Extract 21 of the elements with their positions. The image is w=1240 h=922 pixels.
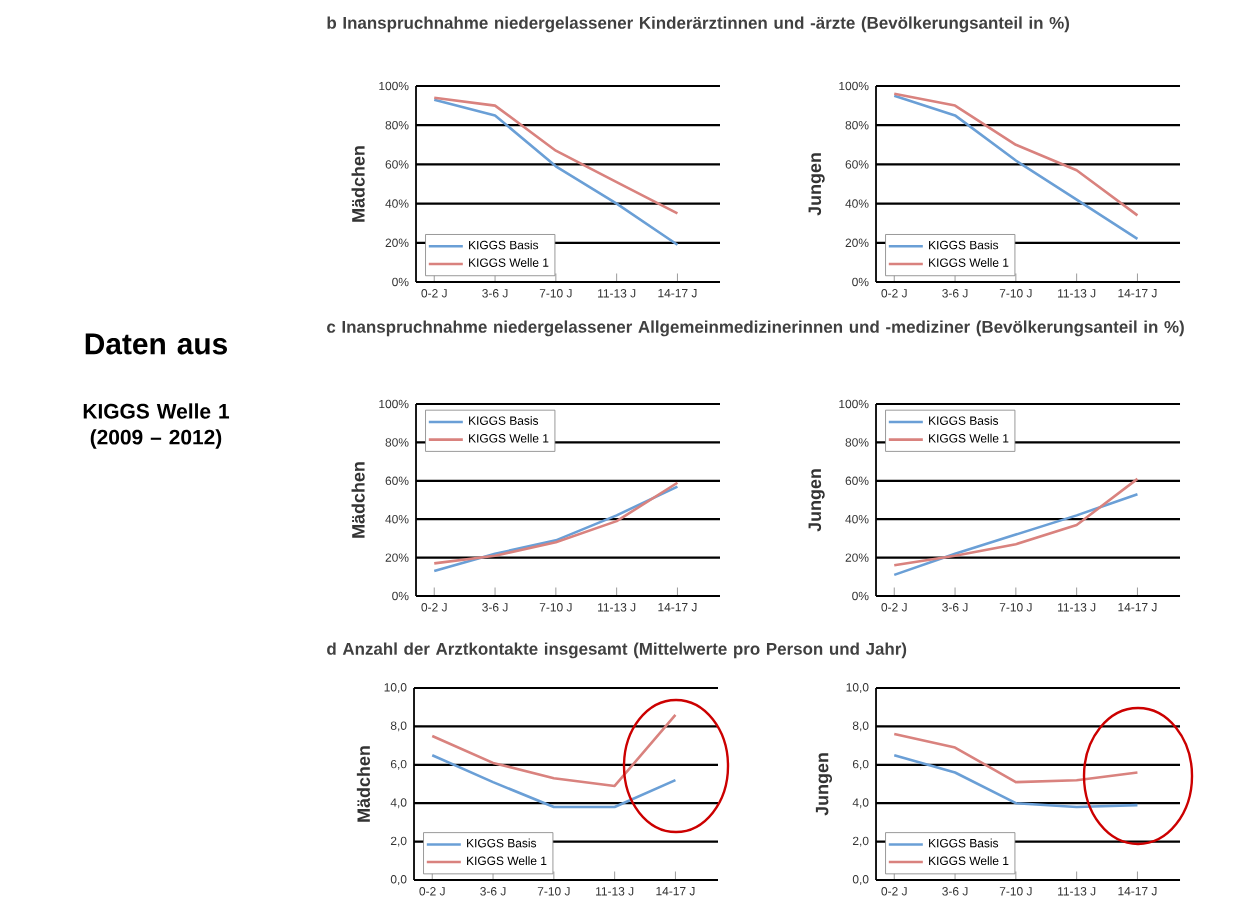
- line-series: [432, 96, 679, 215]
- text: Daten aus: [85, 333, 227, 355]
- chart-title: b Inanspruchnahme niedergelassener Kinderärztinnen und -ärzte (Bevölkerungsanteil in %): [327, 16, 1069, 33]
- text: c Inanspruchnahme niedergelassener Allgemeinmedizinerinnen und -mediziner (Bevölkerungsanteil in %): [327, 320, 1184, 337]
- y-axis-title: Mädchen: [351, 146, 365, 222]
- line-series: [892, 492, 1139, 577]
- line-series: [892, 94, 1139, 241]
- line-series: [430, 753, 677, 809]
- y-axis-title: Mädchen: [356, 746, 371, 822]
- line-series: [892, 753, 1139, 809]
- line-series: [892, 732, 1139, 784]
- line-series: [430, 713, 677, 788]
- y-axis-title: Mädchen: [351, 462, 365, 538]
- line-series: [892, 477, 1139, 567]
- chart-title: d Anzahl der Arztkontakte insgesamt (Mittelwerte pro Person und Jahr): [327, 642, 907, 659]
- y-axis-title: Jungen: [815, 753, 833, 816]
- text: KIGGS Welle 1 (2009 – 2012): [83, 403, 230, 449]
- y-axis-title: Jungen: [808, 153, 825, 216]
- y-axis-title: Jungen: [808, 469, 825, 532]
- line-series: [432, 98, 679, 247]
- line-series: [892, 92, 1139, 217]
